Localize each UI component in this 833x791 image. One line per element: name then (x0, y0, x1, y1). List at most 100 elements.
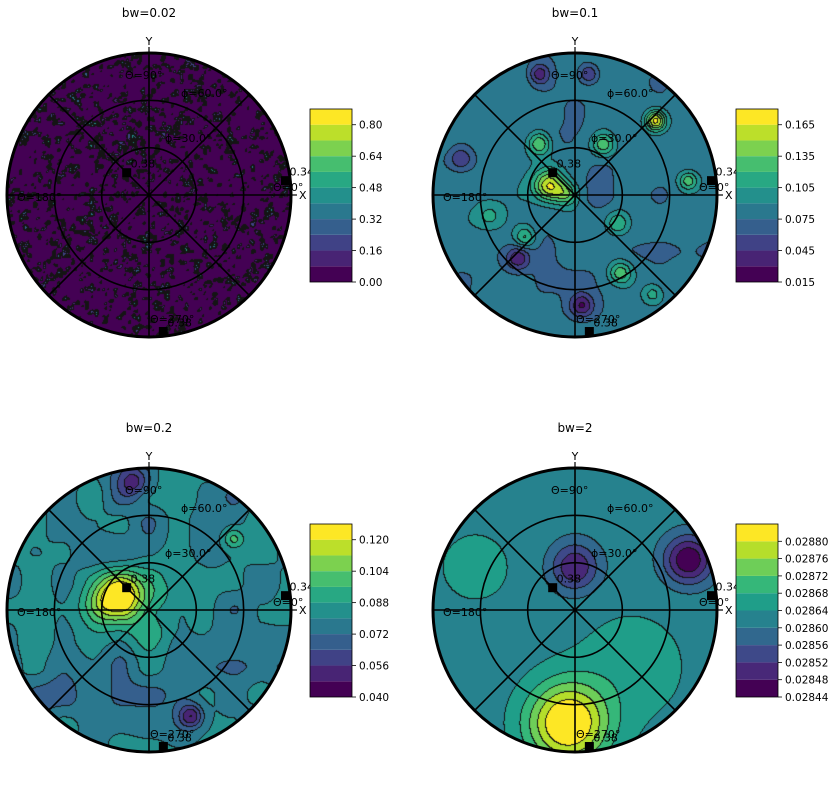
grid-spoke (48, 94, 250, 296)
phi-30-label: ϕ=30.0° (165, 547, 211, 560)
grid-spoke (474, 94, 676, 296)
colorbar-band (736, 541, 778, 559)
colorbar-band (736, 662, 778, 680)
colorbar-band (736, 524, 778, 542)
theta-180-label: Θ=180° (443, 191, 487, 204)
colorbar-band (310, 586, 352, 603)
theta-90-label: Θ=90° (551, 69, 588, 82)
colorbar-tick-label: 0.045 (785, 246, 815, 258)
colorbar-band (736, 124, 778, 141)
marker (158, 327, 168, 337)
theta-90-label: Θ=90° (125, 69, 162, 82)
colorbar-tick-label: 0.165 (785, 120, 815, 132)
colorbar-tick-label: 0.02876 (785, 554, 829, 566)
colorbar-band (736, 171, 778, 188)
colorbar-band (736, 679, 778, 697)
colorbar-band (736, 250, 778, 267)
theta-0-label: Θ=0° (273, 181, 303, 194)
polar-grid (431, 47, 723, 339)
colorbar-band (310, 171, 352, 188)
colorbar-band (310, 203, 352, 220)
grid-spoke (474, 509, 676, 711)
colorbar-band (310, 665, 352, 682)
colorbar-band (736, 645, 778, 663)
colorbar-band (310, 124, 352, 141)
marker-label: 0.38 (131, 573, 156, 586)
outer-circle (431, 466, 719, 754)
colorbar-band (736, 219, 778, 235)
colorbar-tick-label: 0.02868 (785, 588, 828, 600)
colorbar-tick-label: 0.040 (359, 692, 389, 704)
marker (548, 168, 558, 178)
colorbar-band (736, 109, 778, 125)
colorbar-tick-label: 0.105 (785, 183, 815, 195)
colorbar-tick-label: 0.104 (359, 566, 389, 578)
polar-grid (5, 47, 297, 339)
colorbar: 0.00 0.16 0.32 0.48 0.64 0.80 (309, 108, 383, 289)
phi-30-label: ϕ=30.0° (591, 547, 637, 560)
marker-label: 0.38 (557, 158, 582, 171)
colorbar-band (736, 203, 778, 220)
colorbar-band (736, 610, 778, 628)
x-axis-label: X (299, 604, 307, 617)
phi-60-label: ϕ=60.0° (181, 502, 227, 515)
colorbar-band (310, 649, 352, 666)
theta-180-label: Θ=180° (17, 191, 61, 204)
colorbar-tick-label: 0.16 (359, 246, 383, 258)
colorbar-band (310, 234, 352, 251)
colorbar-band (736, 156, 778, 172)
theta-270-label: Θ=270° (150, 313, 194, 326)
theta-270-label: Θ=270° (576, 313, 620, 326)
phi-60-label: ϕ=60.0° (181, 87, 227, 100)
colorbar-band (310, 634, 352, 650)
colorbar-tick-label: 0.02852 (785, 657, 828, 669)
polar-grid (5, 462, 297, 754)
theta-180-label: Θ=180° (443, 606, 487, 619)
colorbar-tick-label: 0.015 (785, 277, 815, 289)
colorbar-tick-label: 0.072 (359, 629, 389, 641)
colorbar-tick-label: 0.056 (359, 661, 389, 673)
colorbar-tick-label: 0.64 (359, 151, 383, 163)
marker-label: 0.34 (290, 581, 315, 594)
colorbar-band (736, 593, 778, 611)
colorbar: 0.02844 0.02848 0.02852 0.02856 0.02860 0.028… (735, 523, 829, 704)
colorbar-tick-label: 0.02860 (785, 623, 828, 635)
y-axis-label: Y (571, 450, 579, 463)
theta-90-label: Θ=90° (125, 484, 162, 497)
marker (584, 742, 594, 752)
marker-label: 0.38 (167, 732, 192, 745)
marker (707, 591, 717, 601)
colorbar: 0.015 0.045 0.075 0.105 0.135 0.165 (735, 108, 815, 289)
phi-60-label: ϕ=60.0° (607, 502, 653, 515)
colorbar-tick-label: 0.02848 (785, 675, 828, 687)
polar-grid (431, 462, 723, 754)
colorbar: 0.040 0.056 0.072 0.088 0.104 0.120 (309, 523, 389, 704)
colorbar-tick-label: 0.02880 (785, 536, 828, 548)
colorbar-band (310, 618, 352, 635)
colorbar-band (736, 575, 778, 594)
colorbar-band (310, 109, 352, 125)
theta-270-label: Θ=270° (150, 728, 194, 741)
colorbar-band (736, 140, 778, 157)
colorbar-band (736, 187, 778, 204)
colorbar-band (310, 266, 352, 282)
colorbar-band (310, 156, 352, 172)
x-axis-label: X (299, 189, 307, 202)
colorbar-tick-label: 0.135 (785, 151, 815, 163)
colorbar-band (736, 266, 778, 282)
theta-180-label: Θ=180° (17, 606, 61, 619)
colorbar-tick-label: 0.32 (359, 214, 382, 226)
outer-circle (431, 51, 719, 339)
colorbar-tick-label: 0.02864 (785, 606, 829, 618)
grid-spoke (48, 509, 250, 711)
colorbar-band (310, 681, 352, 697)
colorbar-band (310, 602, 352, 619)
marker-label: 0.38 (167, 317, 192, 330)
colorbar-band (310, 219, 352, 235)
theta-90-label: Θ=90° (551, 484, 588, 497)
colorbar-tick-label: 0.088 (359, 598, 389, 610)
marker (122, 168, 132, 178)
chart-title: bw=0.1 (552, 6, 599, 20)
colorbar-tick-label: 0.120 (359, 535, 389, 547)
marker (281, 176, 291, 186)
